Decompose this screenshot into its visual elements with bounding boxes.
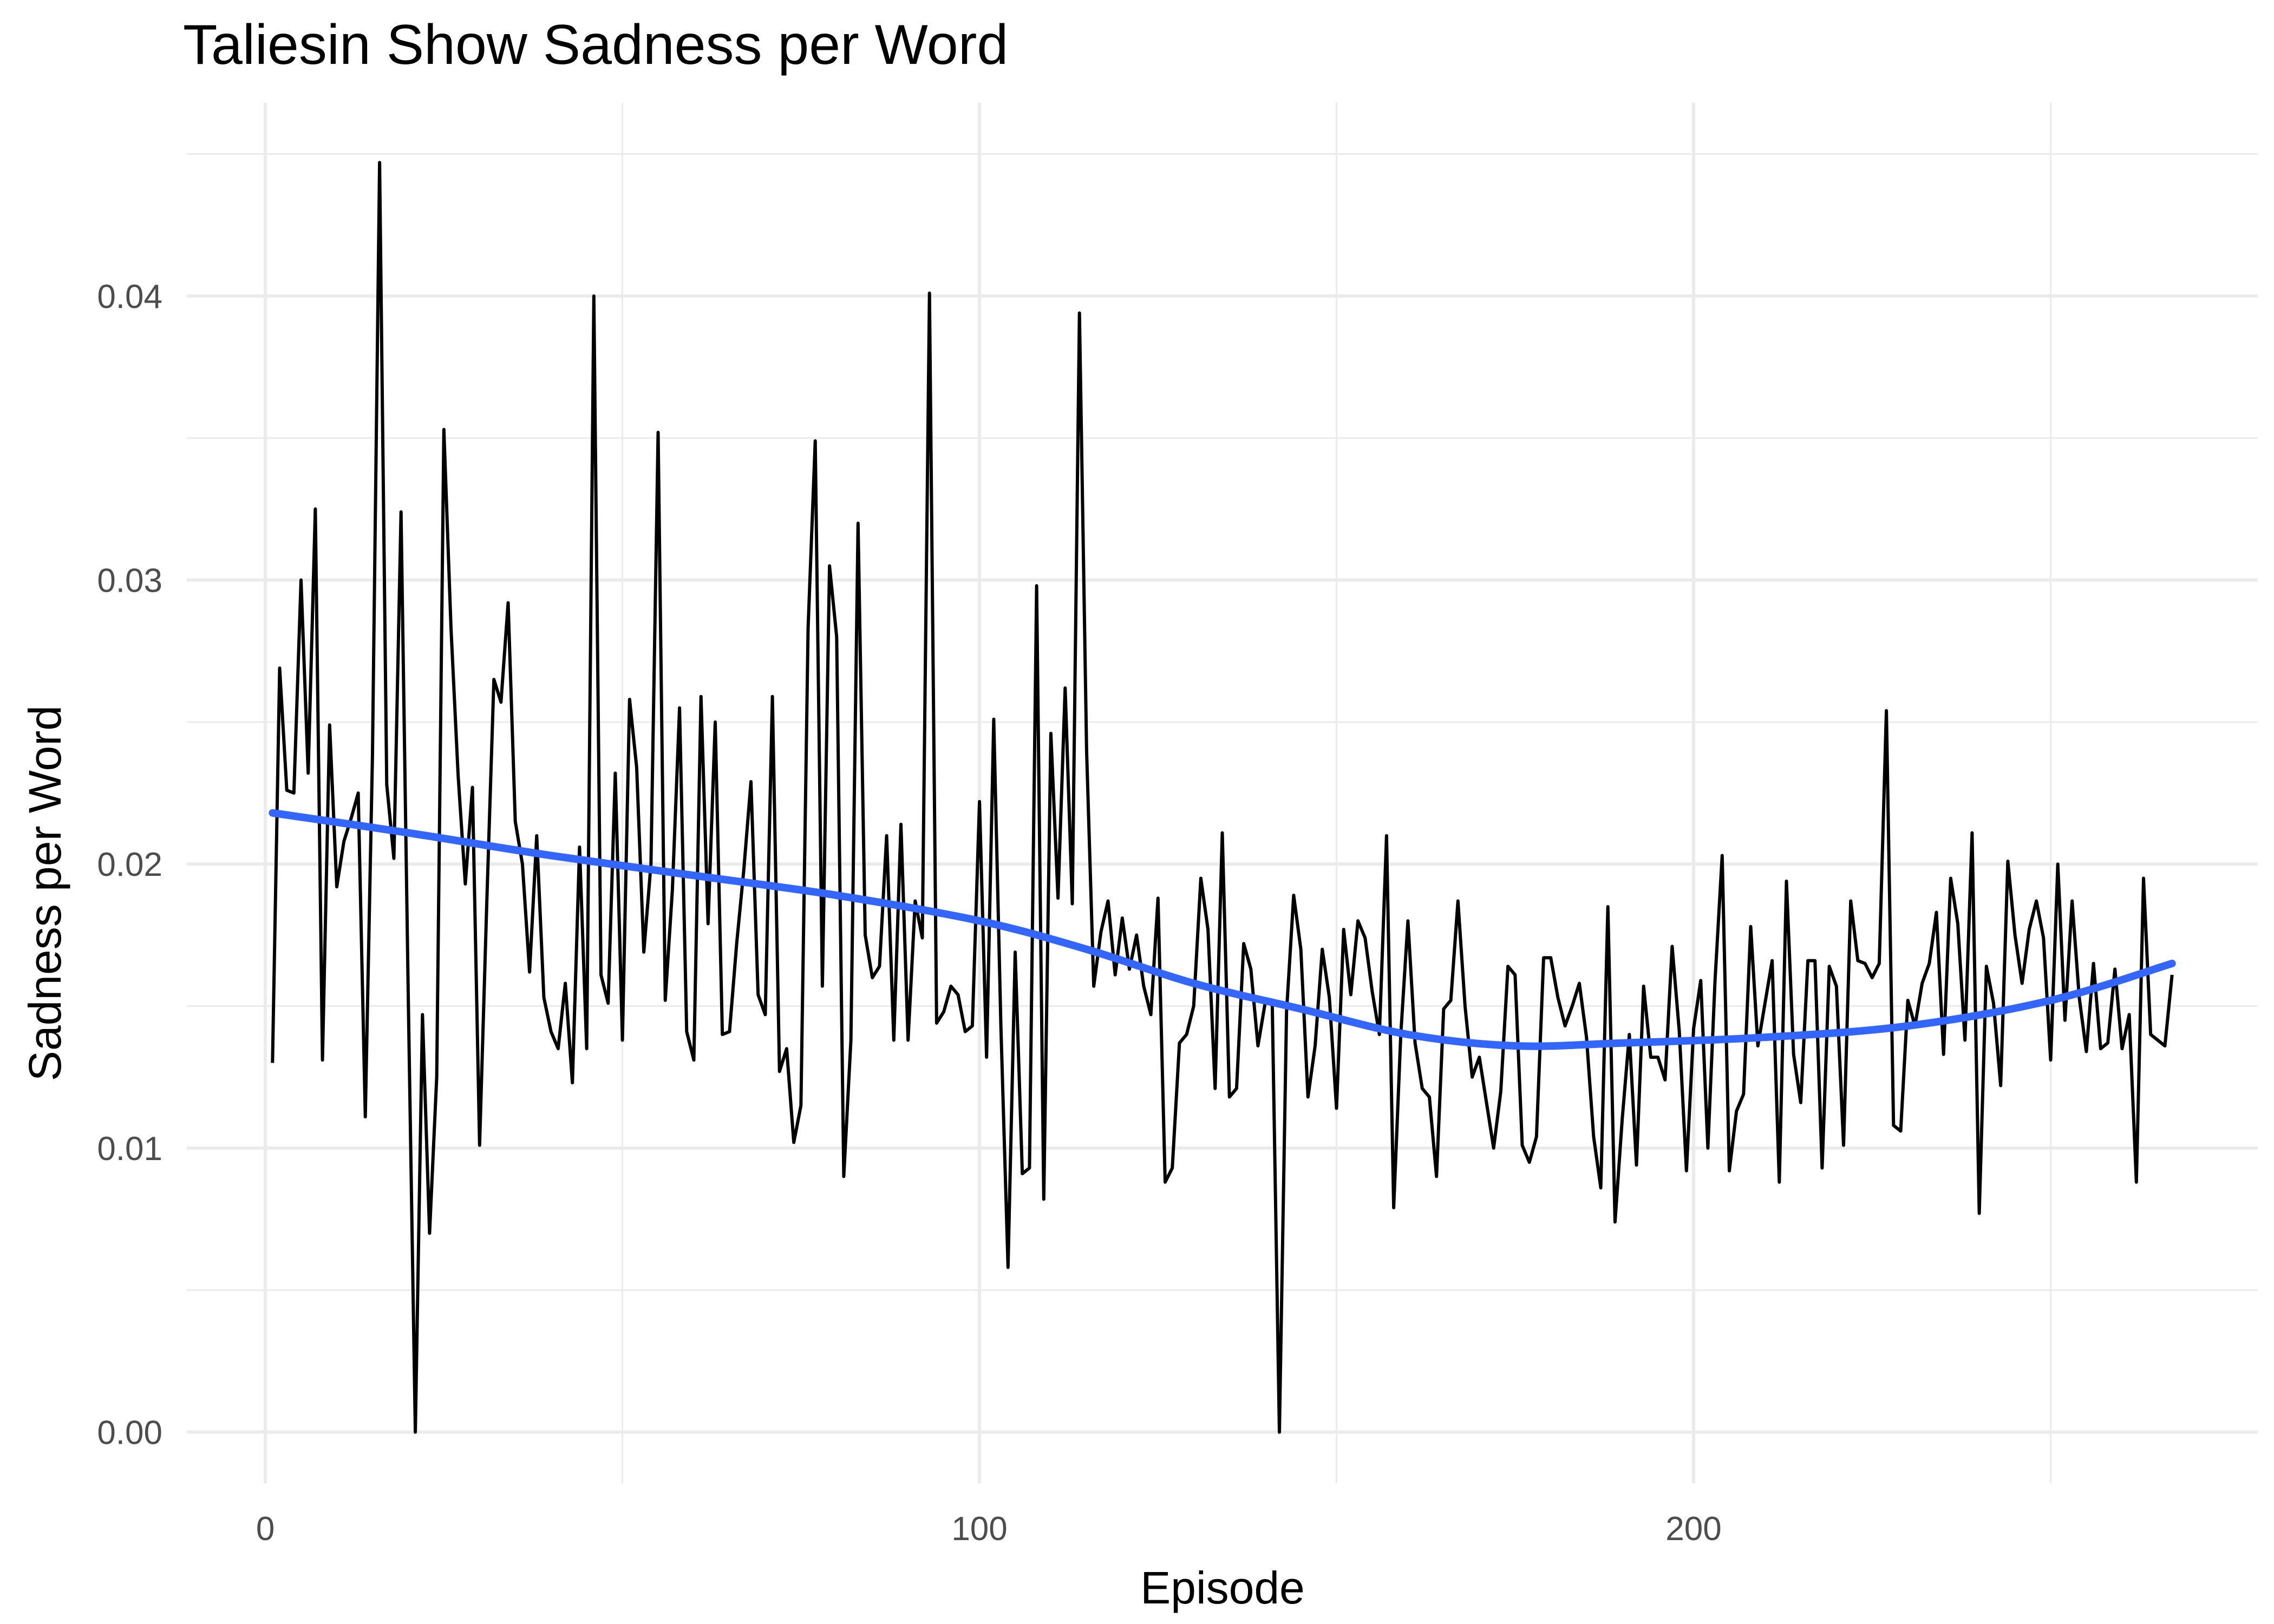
smoothed-trend-line <box>269 809 2176 1050</box>
y-axis-title: Sadness per Word <box>19 705 70 1081</box>
y-tick-label: 0.03 <box>97 562 162 599</box>
chart-title: Taliesin Show Sadness per Word <box>183 14 1008 76</box>
sadness-series-line <box>271 161 2174 1434</box>
x-tick-label: 100 <box>951 1510 1007 1548</box>
minor-gridlines <box>187 103 2258 1483</box>
y-tick-label: 0.01 <box>97 1130 162 1168</box>
x-axis-title: Episode <box>1140 1562 1305 1613</box>
x-tick-label: 0 <box>256 1510 275 1548</box>
x-axis-tick-labels: 0 100 200 <box>256 1510 1722 1548</box>
y-axis-tick-labels: 0.00 0.01 0.02 0.03 0.04 <box>97 278 162 1452</box>
y-tick-label: 0.02 <box>97 846 162 883</box>
x-tick-label: 200 <box>1665 1510 1721 1548</box>
y-tick-label: 0.04 <box>97 278 162 316</box>
y-tick-label: 0.00 <box>97 1415 162 1452</box>
major-gridlines <box>187 103 2258 1483</box>
